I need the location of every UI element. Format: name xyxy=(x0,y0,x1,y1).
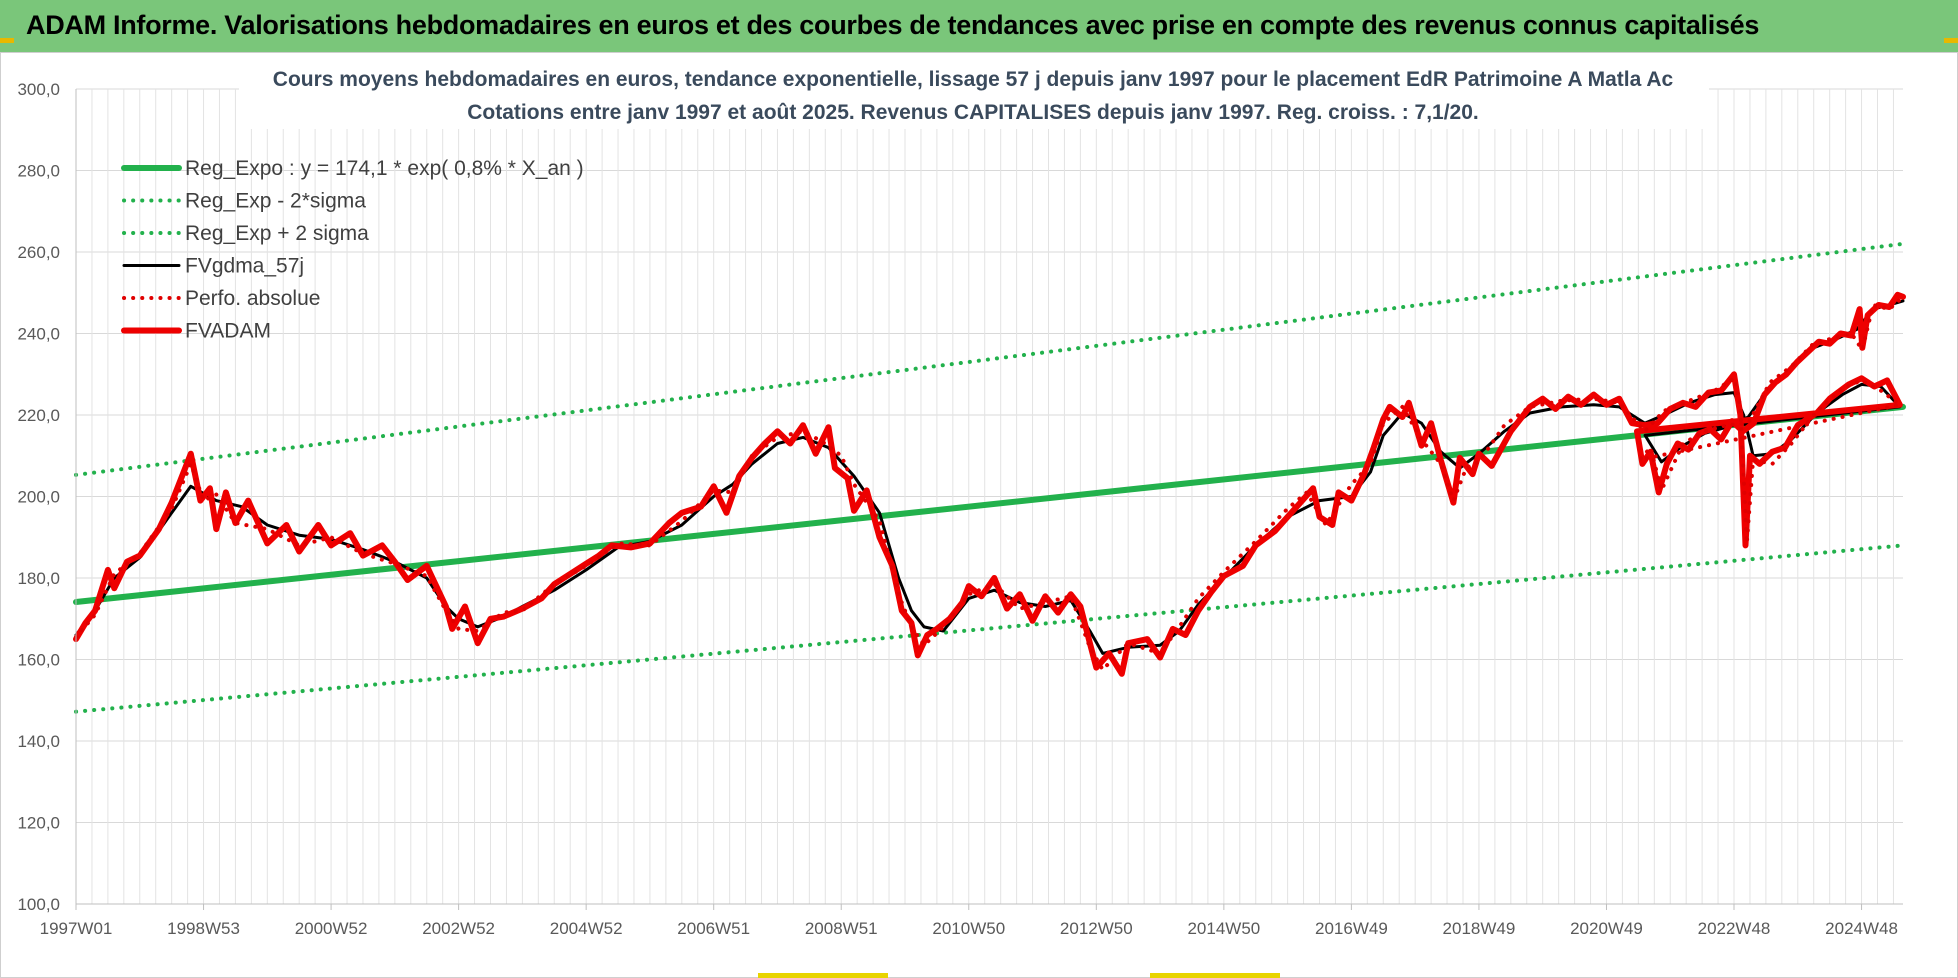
report-title: ADAM Informe. Valorisations hebdomadaire… xyxy=(26,10,1760,40)
x-tick-label: 1997W01 xyxy=(40,919,113,938)
x-tick-label: 2008W51 xyxy=(805,919,878,938)
series-reg-exp-2-sigma xyxy=(74,543,1905,714)
x-tick-label: 2020W49 xyxy=(1570,919,1643,938)
y-tick-label: 240,0 xyxy=(17,325,60,344)
footer-marker-1 xyxy=(758,973,888,978)
price-chart: 100,0 120,0 140,0 160,0 180,0 200,0 220,0 240,0… xyxy=(17,63,1906,938)
series-perfo-absolue xyxy=(74,294,1905,672)
series-reg-expo-y-174-1-exp-0-8-x-an xyxy=(73,403,1906,605)
x-tick-label: 2014W50 xyxy=(1187,919,1260,938)
x-tick-label: 2010W50 xyxy=(932,919,1005,938)
legend-label: Reg_Exp - 2*sigma xyxy=(185,190,366,213)
x-tick-label: 2016W49 xyxy=(1315,919,1388,938)
series-fvgdma-57j xyxy=(74,299,1905,655)
report-banner: ADAM Informe. Valorisations hebdomadaire… xyxy=(0,0,1958,53)
chart-legend: Reg_Expo : y = 174,1 * exp( 0,8% * X_an … xyxy=(121,157,584,343)
chart-title-line2: Cotations entre janv 1997 et août 2025. … xyxy=(467,101,1479,124)
legend-label: Perfo. absolue xyxy=(185,287,320,310)
x-tick-label: 1998W53 xyxy=(167,919,240,938)
x-tick-label: 2022W48 xyxy=(1698,919,1771,938)
legend-label: FVgdma_57j xyxy=(185,255,304,278)
y-tick-label: 260,0 xyxy=(17,243,60,262)
y-tick-label: 120,0 xyxy=(17,814,60,833)
y-tick-label: 180,0 xyxy=(17,569,60,588)
legend-label: Reg_Exp + 2 sigma xyxy=(185,222,369,245)
chart-series xyxy=(73,241,1906,714)
chart-area: 100,0 120,0 140,0 160,0 180,0 200,0 220,0 240,0… xyxy=(0,52,1958,978)
banner-corner-right xyxy=(1944,38,1958,43)
y-tick-label: 140,0 xyxy=(17,732,60,751)
x-tick-label: 2002W52 xyxy=(422,919,495,938)
y-tick-label: 220,0 xyxy=(17,406,60,425)
y-tick-label: 200,0 xyxy=(17,488,60,507)
banner-corner-left xyxy=(0,38,14,43)
x-tick-label: 2000W52 xyxy=(295,919,368,938)
y-tick-label: 280,0 xyxy=(17,162,60,181)
footer-marker-2 xyxy=(1150,973,1280,978)
x-tick-label: 2018W49 xyxy=(1443,919,1516,938)
chart-title-line1: Cours moyens hebdomadaires en euros, ten… xyxy=(273,68,1674,91)
legend-label: FVADAM xyxy=(185,320,271,343)
x-tick-label: 2024W48 xyxy=(1825,919,1898,938)
chart-title-block: Cours moyens hebdomadaires en euros, ten… xyxy=(239,63,1709,129)
y-tick-label: 100,0 xyxy=(17,895,60,914)
legend-label: Reg_Expo : y = 174,1 * exp( 0,8% * X_an … xyxy=(185,157,584,180)
y-tick-label: 160,0 xyxy=(17,651,60,670)
series-reg-exp-2-sigma xyxy=(74,241,1905,477)
chart-title-background xyxy=(239,63,1709,129)
x-tick-label: 2004W52 xyxy=(550,919,623,938)
x-tick-label: 2012W50 xyxy=(1060,919,1133,938)
series-fvadam xyxy=(73,291,1906,677)
y-tick-label: 300,0 xyxy=(17,80,60,99)
chart-axes: 100,0 120,0 140,0 160,0 180,0 200,0 220,0 240,0… xyxy=(17,80,1903,938)
x-tick-label: 2006W51 xyxy=(677,919,750,938)
